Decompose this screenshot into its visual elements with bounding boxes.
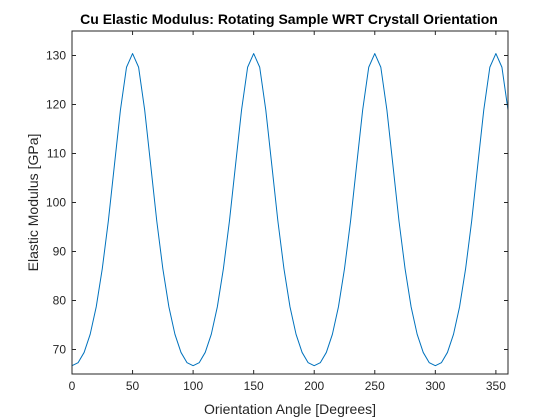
series-line-1 bbox=[71, 53, 509, 367]
y-tick-label: 110 bbox=[47, 147, 66, 161]
y-tick-label: 130 bbox=[46, 49, 66, 63]
x-tick-label: 350 bbox=[486, 379, 506, 393]
series-layer bbox=[71, 53, 509, 367]
x-tick-label: 200 bbox=[304, 379, 324, 393]
plot-area bbox=[72, 31, 508, 374]
x-axis-label: Orientation Angle [Degrees] bbox=[204, 401, 376, 417]
x-tick-label: 50 bbox=[126, 379, 140, 393]
chart-title: Cu Elastic Modulus: Rotating Sample WRT … bbox=[80, 11, 498, 27]
x-tick-label: 300 bbox=[425, 379, 445, 393]
y-tick-label: 70 bbox=[53, 343, 67, 357]
x-tick-label: 100 bbox=[183, 379, 203, 393]
y-tick-label: 80 bbox=[53, 294, 67, 308]
x-tick-label: 150 bbox=[244, 379, 264, 393]
x-tick-label: 250 bbox=[365, 379, 385, 393]
x-tick-label: 0 bbox=[69, 379, 76, 393]
y-tick-label: 100 bbox=[46, 196, 66, 210]
y-tick-label: 120 bbox=[46, 98, 66, 112]
axes-layer: 0 50 100 150 200 250 300 350 70 80 90 100 110 120 130 bbox=[46, 30, 509, 393]
y-tick-label: 90 bbox=[53, 245, 67, 259]
y-axis-label: Elastic Modulus [GPa] bbox=[25, 134, 41, 272]
